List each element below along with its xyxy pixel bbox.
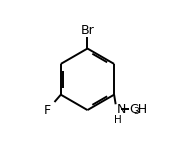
Text: 3: 3: [134, 107, 139, 116]
Text: CH: CH: [129, 103, 147, 116]
Text: Br: Br: [81, 24, 94, 37]
Text: H: H: [114, 115, 121, 125]
Text: N: N: [116, 103, 126, 116]
Text: F: F: [43, 104, 51, 117]
